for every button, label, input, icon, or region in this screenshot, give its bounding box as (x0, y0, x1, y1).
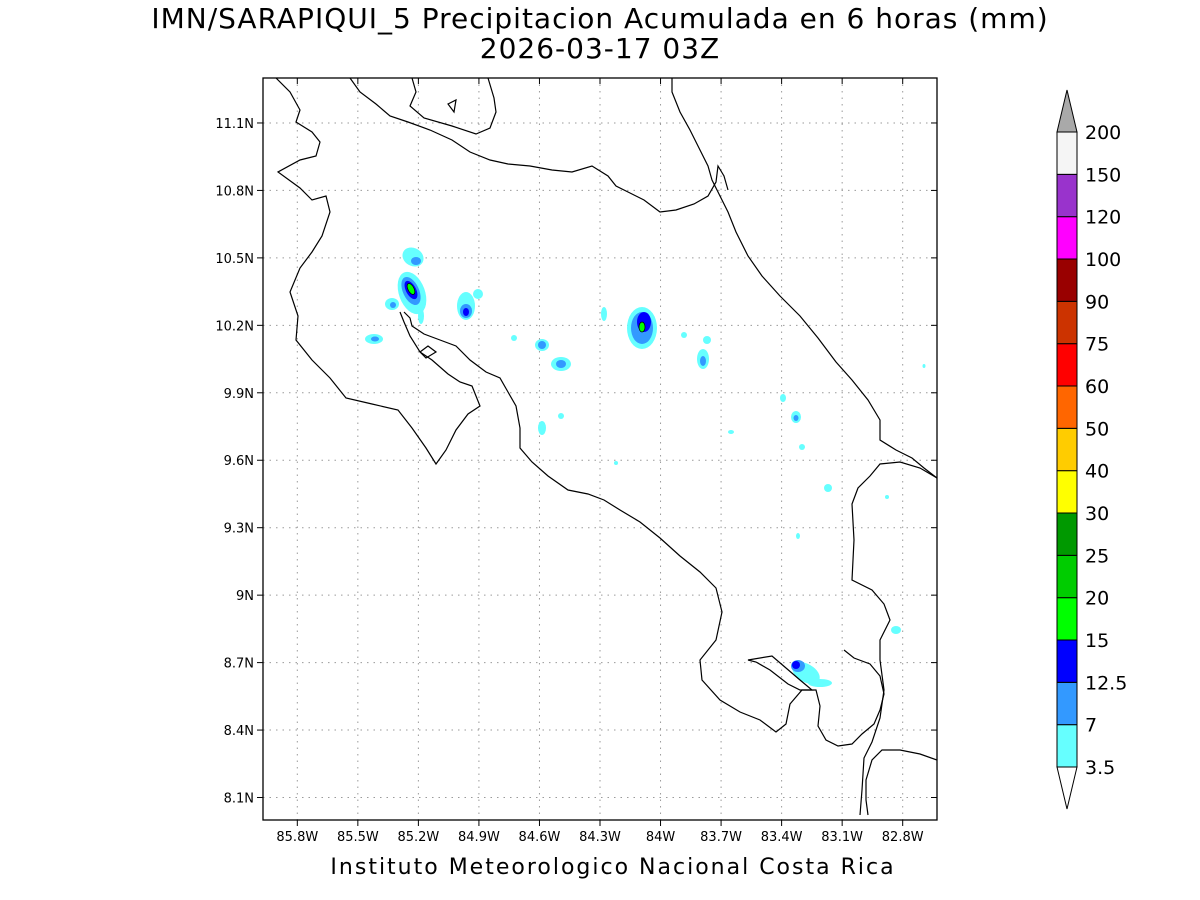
colorbar-label: 3.5 (1085, 757, 1115, 779)
san-juan-river (349, 78, 729, 213)
colorbar-label: 200 (1085, 122, 1121, 144)
lat-tick-label: 8.1N (224, 792, 254, 807)
colorbar-swatch (1056, 597, 1078, 641)
colorbar-swatch (1056, 681, 1078, 726)
colorbar-swatch (1056, 300, 1078, 345)
lat-tick-label: 10.5N (215, 252, 254, 267)
colorbar-swatch (1056, 554, 1078, 599)
lon-tick-label: 83.1W (821, 830, 863, 845)
map-valid-time: 2026-03-17 03Z (479, 32, 721, 65)
caribbean-coast (671, 78, 937, 479)
lon-tick-label: 84.9W (458, 830, 500, 845)
lon-tick-label: 84.6W (519, 830, 561, 845)
precip-cell (385, 298, 399, 310)
colorbar-label: 15 (1085, 630, 1109, 652)
coastlines (275, 78, 937, 816)
panama-coast-south (865, 749, 937, 816)
precip-cell (365, 334, 383, 344)
colorbar-swatch (1056, 173, 1078, 218)
precip-cell (728, 364, 926, 634)
lat-tick-label: 10.8N (215, 184, 254, 199)
lake-island (447, 98, 457, 114)
colorbar-label: 20 (1085, 588, 1109, 610)
colorbar-label: 75 (1085, 334, 1109, 356)
colorbar-label: 25 (1085, 545, 1109, 567)
lon-tick-label: 84W (646, 830, 676, 845)
lat-tick-label: 10.2N (215, 319, 254, 334)
colorbar-label: 120 (1085, 207, 1121, 229)
colorbar-swatch (1056, 343, 1078, 387)
precip-cell (538, 413, 618, 465)
colorbar-label: 30 (1085, 503, 1109, 525)
colorbar-label: 7 (1085, 715, 1097, 737)
colorbar-swatch (1056, 639, 1078, 683)
colorbar-label: 50 (1085, 418, 1109, 440)
lon-tick-label: 85.2W (397, 830, 439, 845)
graticule (263, 78, 937, 820)
lat-tick-label: 8.4N (224, 724, 254, 739)
colorbar-label: 150 (1085, 164, 1121, 186)
precip-cell (402, 247, 424, 267)
colorbar-swatch (1056, 427, 1078, 472)
colorbar-swatch (1056, 470, 1078, 514)
colorbar-underflow (1056, 766, 1078, 810)
colorbar-label: 90 (1085, 291, 1109, 313)
colorbar-swatch (1056, 385, 1078, 429)
lon-tick-label: 85.8W (276, 830, 318, 845)
colorbar-label: 40 (1085, 461, 1109, 483)
lon-tick-label: 85.5W (337, 830, 379, 845)
lon-tick-label: 83.4W (761, 830, 803, 845)
colorbar-swatch (1056, 216, 1078, 260)
colorbar-swatch (1056, 131, 1078, 175)
colorbar-label: 100 (1085, 249, 1121, 271)
precipitation-field (365, 247, 926, 687)
panama-border (851, 461, 937, 816)
precip-cell (511, 335, 571, 371)
precip-cell (601, 307, 657, 349)
precip-cell (397, 271, 427, 324)
longitude-axis: 85.8W 85.5W 85.2W 84.9W 84.6W 84.3W 84W 83.7W 83… (276, 78, 924, 845)
lon-tick-label: 82.8W (882, 830, 924, 845)
map-title: IMN/SARAPIQUI_5 Precipitacion Acumulada … (151, 2, 1049, 35)
lat-tick-label: 9N (236, 589, 254, 604)
colorbar-overflow (1056, 89, 1078, 133)
lat-tick-label: 11.1N (215, 117, 254, 132)
colorbar: 3.5 7 12.5 15 20 25 30 40 50 60 75 90 100 120 150 200 (1056, 89, 1127, 810)
lon-tick-label: 83.7W (700, 830, 742, 845)
precip-cell (457, 289, 483, 320)
colorbar-swatch (1056, 512, 1078, 556)
lat-tick-label: 9.9N (224, 387, 254, 402)
gulf-nicoya (403, 311, 885, 747)
nicaragua-coast (275, 78, 481, 466)
osa-peninsula (747, 655, 814, 691)
precip-cell (791, 660, 832, 687)
colorbar-swatch (1056, 258, 1078, 302)
lake-nicaragua-shore (409, 78, 497, 135)
lon-tick-label: 84.3W (579, 830, 621, 845)
colorbar-label: 12.5 (1085, 672, 1127, 694)
nicaragua-inlet (419, 345, 438, 359)
colorbar-label: 60 (1085, 376, 1109, 398)
footer-credit: Instituto Meteorologico Nacional Costa R… (330, 855, 896, 880)
lat-tick-label: 9.3N (224, 522, 254, 537)
latitude-axis: 11.1N 10.8N 10.5N 10.2N 9.9N 9.6N 9.3N 9N 8.7N 8.… (215, 117, 937, 807)
colorbar-swatch (1056, 724, 1078, 768)
lat-tick-label: 9.6N (224, 454, 254, 469)
lat-tick-label: 8.7N (224, 657, 254, 672)
precip-cell (681, 332, 711, 369)
